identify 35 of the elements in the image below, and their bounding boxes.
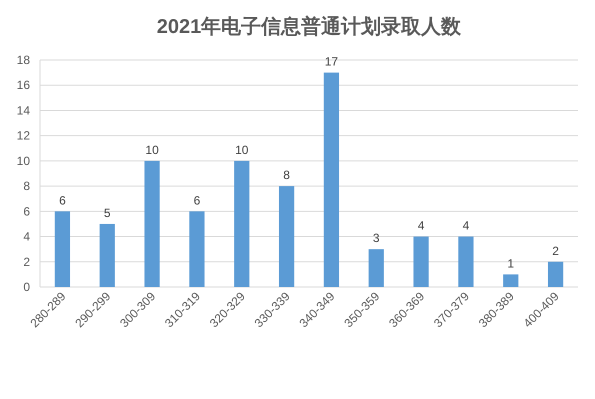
bar [54, 211, 70, 287]
data-label: 4 [462, 218, 470, 233]
y-tick-label: 18 [16, 53, 30, 67]
chart-title: 2021年电子信息普通计划录取人数 [156, 15, 462, 38]
data-label: 10 [235, 142, 249, 157]
bar [234, 160, 250, 287]
bar [324, 72, 340, 287]
bar [548, 262, 564, 287]
bar [503, 274, 518, 287]
data-label: 3 [372, 231, 380, 246]
y-tick-label: 12 [16, 128, 30, 143]
y-tick-label: 8 [23, 179, 30, 194]
data-label: 1 [507, 256, 514, 270]
data-label: 10 [145, 142, 160, 157]
y-tick-label: 4 [23, 230, 30, 244]
y-tick-label: 10 [16, 154, 30, 168]
y-tick-label: 2 [23, 254, 30, 269]
bar [413, 236, 429, 287]
data-label: 2 [552, 244, 560, 258]
data-label: 8 [283, 168, 290, 182]
y-tick-label: 0 [23, 280, 30, 294]
bar [144, 160, 160, 287]
data-label: 4 [418, 218, 425, 233]
data-label: 5 [104, 206, 111, 220]
data-label: 17 [324, 54, 338, 69]
bar [189, 211, 205, 287]
bar [100, 224, 115, 287]
y-tick-label: 16 [16, 78, 30, 92]
y-tick-label: 14 [16, 103, 30, 118]
bar [458, 236, 474, 287]
y-tick-label: 6 [23, 204, 30, 218]
bar [278, 186, 294, 287]
data-label: 6 [59, 193, 66, 208]
data-label: 6 [194, 193, 201, 208]
bar [368, 249, 384, 287]
